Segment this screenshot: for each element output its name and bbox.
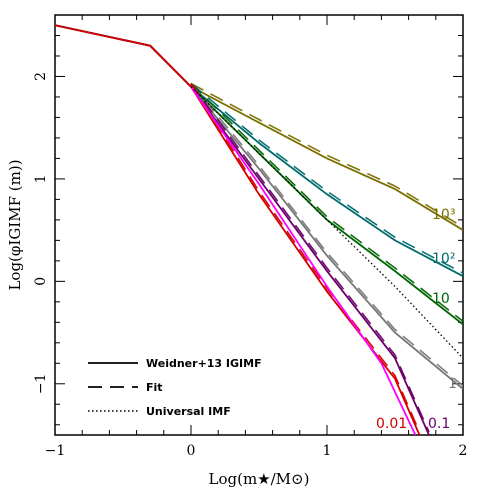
series-line-3	[55, 24, 463, 390]
curve-label-10: 10	[432, 291, 450, 307]
legend-label-fit: Fit	[146, 381, 163, 394]
series-line-6	[190, 86, 417, 435]
legend: Weidner+13 IGIMF Fit Universal IMF	[88, 357, 262, 418]
legend-label-igimf: Weidner+13 IGIMF	[146, 357, 262, 370]
series-line-0	[55, 24, 463, 231]
curve-label-1: 1	[448, 376, 457, 392]
y-axis-label: Log(φIGIMF (m))	[6, 159, 24, 290]
curve-label-100: 10²	[432, 251, 455, 267]
series-fit-0	[190, 82, 463, 228]
series-fit-3	[190, 83, 463, 387]
curve-label-0.01: 0.01	[376, 416, 407, 432]
curve-label-0.1: 0.1	[428, 416, 450, 432]
plot-frame	[54, 14, 464, 436]
x-tick-label: 2	[459, 443, 468, 459]
y-tick-label: −1	[33, 373, 49, 394]
series-fit-4	[190, 83, 430, 433]
x-tick-label: 0	[187, 443, 196, 459]
series-line-4	[55, 24, 430, 435]
x-tick-label: −1	[45, 443, 66, 459]
y-tick-label: 1	[33, 174, 49, 183]
series-line-5	[55, 24, 421, 435]
legend-label-universal-imf: Universal IMF	[146, 405, 231, 418]
curves	[55, 24, 463, 435]
y-tick-label: 0	[33, 277, 49, 286]
x-tick-label: 1	[323, 443, 332, 459]
curve-label-1000: 10³	[432, 207, 455, 223]
y-tick-label: 2	[33, 72, 49, 81]
x-axis-label: Log(m★/M⊙)	[209, 470, 310, 488]
series-fit-1	[190, 82, 463, 274]
series-fit-5	[190, 83, 421, 433]
